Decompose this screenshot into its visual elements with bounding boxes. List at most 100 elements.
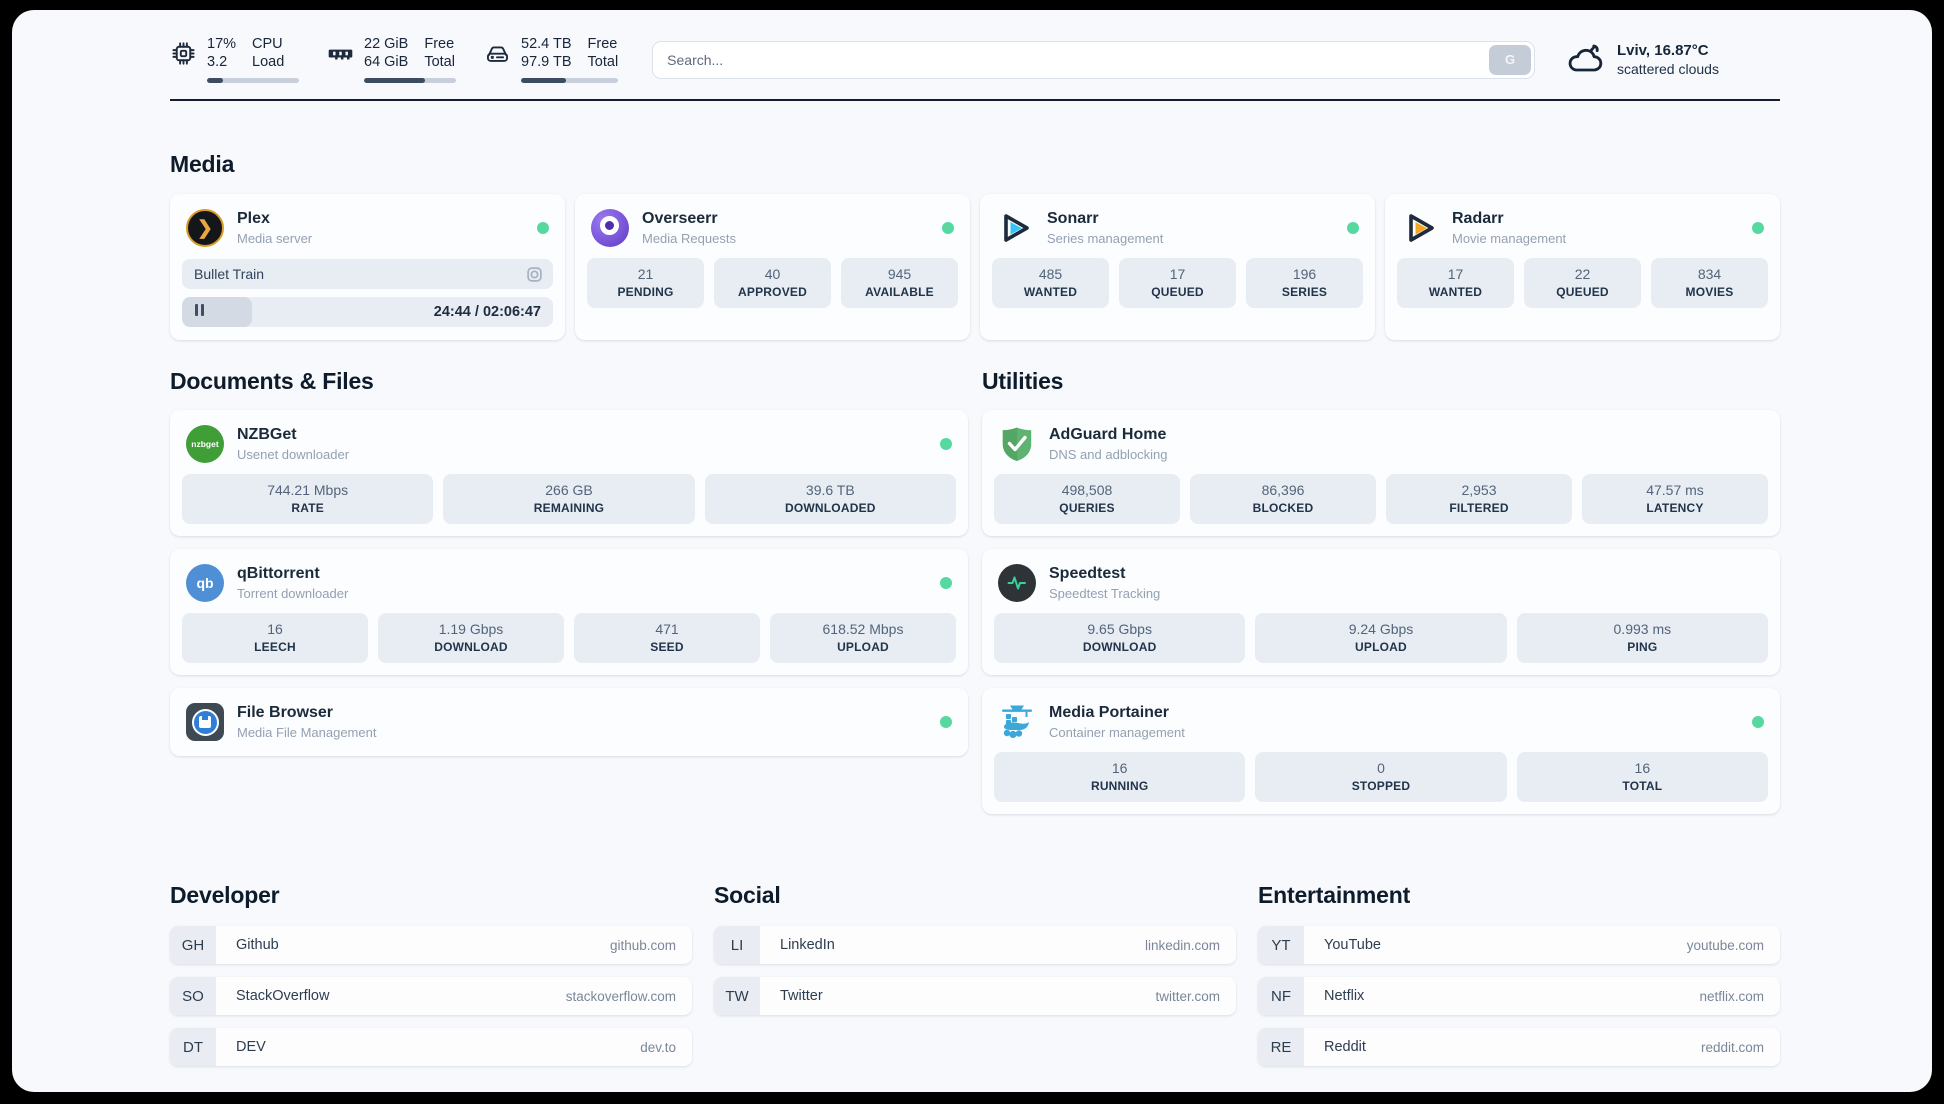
section-developer: Developer GH Github github.com SO StackO… [170,882,692,1066]
stat-tile: 1.19 Gbps DOWNLOAD [378,613,564,663]
app-card-qbittorrent[interactable]: qb qBittorrent Torrent downloader 16 LEE… [170,549,968,675]
stat-value: 47.57 ms [1646,482,1704,498]
stat-label: RUNNING [1090,779,1149,793]
weather-condition: scattered clouds [1617,61,1719,77]
app-card-plex[interactable]: ❯ Plex Media server Bullet Train [170,194,565,340]
app-card-overseerr[interactable]: Overseerr Media Requests 21 PENDING 40 A… [575,194,970,340]
stat-label: SERIES [1281,285,1328,299]
app-title: Speedtest [1049,565,1126,582]
stat-label: FILTERED [1449,501,1509,515]
link-name: Netflix [1324,988,1365,1004]
plex-icon: ❯ [186,209,224,247]
stat-value: 17 [1447,266,1464,282]
link-url: twitter.com [1155,988,1220,1004]
app-title: AdGuard Home [1049,426,1167,443]
app-subtitle: Torrent downloader [237,586,349,601]
header-divider [170,99,1780,101]
app-card-sonarr[interactable]: Sonarr Series management 485 WANTED 17 Q… [980,194,1375,340]
stat-value: 471 [655,621,679,637]
stat-label: WANTED [1428,285,1483,299]
stat-label: SEED [650,640,684,654]
cpu-percent: 17% [207,36,237,52]
search-engine-button[interactable]: G [1489,44,1531,75]
stat-label: DOWNLOADED [784,501,876,515]
link-url: netflix.com [1699,988,1764,1004]
stat-value: 21 [637,266,654,282]
link-row-linkedin[interactable]: LI LinkedIn linkedin.com [714,926,1236,964]
stat-value: 16 [1111,760,1128,776]
stat-label: PENDING [617,285,674,299]
search-input[interactable] [652,40,1535,79]
disk-total-value: 97.9 TB [521,53,572,70]
qbittorrent-icon: qb [186,564,224,602]
link-url: dev.to [640,1039,676,1055]
stat-label: WANTED [1023,285,1078,299]
stat-tile: 471 SEED [574,613,760,663]
stat-label: STOPPED [1351,779,1411,793]
app-card-media-portainer[interactable]: Media Portainer Container management 16 … [982,688,1780,814]
stat-value: 39.6 TB [805,482,855,498]
link-row-dev[interactable]: DT DEV dev.to [170,1028,692,1066]
link-name: YouTube [1324,937,1381,953]
pause-icon[interactable] [195,303,207,321]
app-subtitle: Speedtest Tracking [1049,586,1161,601]
stat-tile: 196 SERIES [1246,258,1363,308]
system-stats: 17% 3.2 CPU Load [170,36,619,83]
link-row-twitter[interactable]: TW Twitter twitter.com [714,977,1236,1015]
link-row-stackoverflow[interactable]: SO StackOverflow stackoverflow.com [170,977,692,1015]
app-title: qBittorrent [237,565,320,582]
ram-icon [328,49,353,60]
disk-free-value: 52.4 TB [521,36,572,52]
link-name: Github [236,937,279,953]
stat-label: LATENCY [1646,501,1704,515]
app-card-nzbget[interactable]: nzbget NZBGet Usenet downloader 744.21 M… [170,410,968,536]
stat-value: 16 [267,621,283,637]
sonarr-icon [1004,214,1029,242]
stat-tile: 17 WANTED [1397,258,1514,308]
disk-progress [521,78,619,83]
app-title: Media Portainer [1049,704,1170,721]
cpu-stat: 17% 3.2 CPU Load [170,36,299,83]
link-abbr: RE [1258,1028,1304,1066]
stat-label: QUEUED [1556,285,1609,299]
cpu-icon [172,42,195,65]
stat-value: 0 [1377,760,1385,776]
app-card-radarr[interactable]: Radarr Movie management 17 WANTED 22 QUE… [1385,194,1780,340]
cpu-label: CPU [252,36,283,52]
stat-value: 2,953 [1461,482,1497,498]
link-abbr: SO [170,977,216,1015]
link-row-youtube[interactable]: YT YouTube youtube.com [1258,926,1780,964]
stat-value: 945 [887,266,912,282]
stat-tile: 22 QUEUED [1524,258,1641,308]
status-dot-online [940,438,952,450]
link-row-reddit[interactable]: RE Reddit reddit.com [1258,1028,1780,1066]
app-card-adguard-home[interactable]: AdGuard Home DNS and adblocking 498,508 … [982,410,1780,536]
weather-location-temp: Lviv, 16.87°C [1617,42,1709,59]
memory-stat: 22 GiB 64 GiB Free Total [327,36,456,83]
stat-tile: 16 TOTAL [1516,752,1768,802]
link-row-netflix[interactable]: NF Netflix netflix.com [1258,977,1780,1015]
app-subtitle: Series management [1047,231,1164,246]
app-card-speedtest[interactable]: Speedtest Speedtest Tracking 9.65 Gbps D… [982,549,1780,675]
stat-tile: 834 MOVIES [1651,258,1768,308]
link-row-github[interactable]: GH Github github.com [170,926,692,964]
section-social: Social LI LinkedIn linkedin.com TW Twitt… [714,882,1236,1066]
app-subtitle: DNS and adblocking [1049,447,1168,462]
stat-tile: 9.65 Gbps DOWNLOAD [994,613,1246,663]
disk-free-label: Free [587,36,618,52]
app-card-file-browser[interactable]: File Browser Media File Management [170,688,968,756]
stat-label: REMAINING [533,501,605,515]
app-subtitle: Container management [1049,725,1185,740]
media-card-grid: ❯ Plex Media server Bullet Train [170,194,1780,340]
dashboard-window: 17% 3.2 CPU Load [12,10,1932,1092]
stat-tile: 266 GB REMAINING [443,474,695,524]
playback-progress-bar[interactable]: 24:44 / 02:06:47 [182,297,553,327]
disk-icon [486,46,509,62]
disk-total-label: Total [587,53,619,70]
ram-free-label: Free [424,36,455,52]
ram-total-label: Total [424,53,455,70]
stat-label: PING [1627,640,1658,654]
weather-widget: Lviv, 16.87°C scattered clouds [1565,40,1780,80]
stat-tile: 16 RUNNING [994,752,1246,802]
portainer-icon [1002,705,1032,739]
